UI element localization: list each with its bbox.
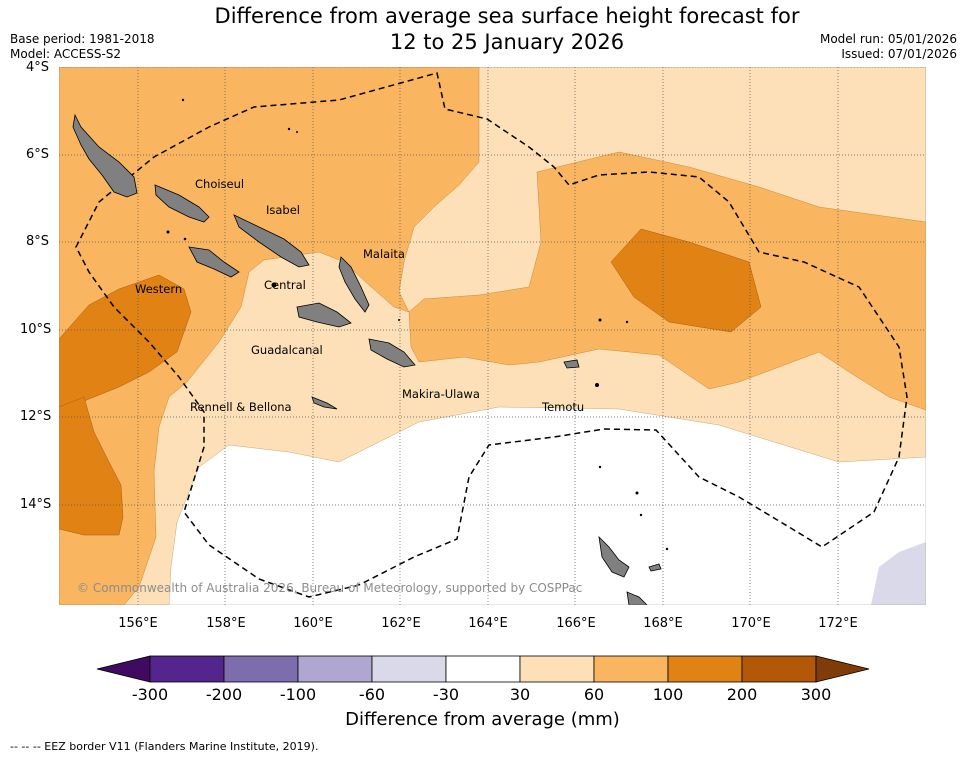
lat-tick-12s: 12°S bbox=[20, 409, 52, 424]
copyright-note: © Commonwealth of Australia 2026, Bureau… bbox=[77, 581, 582, 595]
colorbar-cell bbox=[223, 655, 299, 683]
meta-left: Base period: 1981-2018 Model: ACCESS-S2 bbox=[10, 32, 155, 62]
title-line-1: Difference from average sea surface heig… bbox=[214, 4, 800, 28]
lat-tick-14s: 14°S bbox=[20, 497, 52, 512]
lon-tick-158e: 158°E bbox=[206, 616, 246, 631]
lat-tick-8s: 8°S bbox=[26, 234, 50, 249]
cbar-label-10: 300 bbox=[800, 685, 832, 704]
cbar-label-1: -300 bbox=[131, 685, 169, 704]
lon-tick-164e: 164°E bbox=[468, 616, 508, 631]
label-central: Central bbox=[264, 278, 306, 292]
colorbar-extend-max bbox=[815, 655, 870, 683]
island-isabel bbox=[233, 214, 310, 268]
island-choiseul bbox=[154, 184, 210, 223]
cbar-label-3: -100 bbox=[279, 685, 317, 704]
cbar-label-6: 30 bbox=[509, 685, 531, 704]
island-bougainville bbox=[72, 113, 138, 198]
island-guadalcanal bbox=[296, 302, 352, 328]
colorbar-cell bbox=[297, 655, 373, 683]
land bbox=[72, 113, 662, 605]
colorbar-cell bbox=[445, 655, 521, 683]
lon-tick-168e: 168°E bbox=[643, 616, 683, 631]
base-period: Base period: 1981-2018 bbox=[10, 32, 155, 46]
lon-tick-156e: 156°E bbox=[118, 616, 158, 631]
meta-right: Model run: 05/01/2026 Issued: 07/01/2026 bbox=[820, 32, 957, 62]
lat-tick-10s: 10°S bbox=[20, 322, 52, 337]
island-rennell bbox=[311, 396, 338, 410]
colorbar-cell bbox=[741, 655, 817, 683]
label-makira: Makira-Ulawa bbox=[402, 387, 480, 401]
cbar-label-9: 200 bbox=[726, 685, 758, 704]
lon-tick-170e: 170°E bbox=[731, 616, 771, 631]
lon-tick-162e: 162°E bbox=[381, 616, 421, 631]
colorbar-cell bbox=[519, 655, 595, 683]
island-malakula bbox=[626, 591, 648, 605]
label-choiseul: Choiseul bbox=[195, 177, 244, 191]
lat-tick-6s: 6°S bbox=[26, 147, 50, 162]
island-small-1 bbox=[648, 563, 662, 572]
issued-date: Issued: 07/01/2026 bbox=[841, 47, 957, 61]
colorbar-cell bbox=[371, 655, 447, 683]
small-islets bbox=[166, 98, 669, 551]
lat-tick-4s: 4°S bbox=[26, 60, 50, 75]
eez-legend-note: -- -- -- EEZ border V11 (Flanders Marine… bbox=[10, 740, 319, 753]
cbar-label-2: -200 bbox=[205, 685, 243, 704]
lon-tick-166e: 166°E bbox=[556, 616, 596, 631]
model-run: Model run: 05/01/2026 bbox=[819, 32, 957, 46]
lon-tick-172e: 172°E bbox=[818, 616, 858, 631]
label-rennell: Rennell & Bellona bbox=[190, 400, 292, 414]
cbar-label-8: 100 bbox=[652, 685, 684, 704]
label-western: Western bbox=[135, 282, 182, 296]
model-name: Model: ACCESS-S2 bbox=[10, 47, 122, 61]
colorbar-extend-min bbox=[96, 655, 151, 683]
colorbar-cell bbox=[593, 655, 669, 683]
label-guadalcanal: Guadalcanal bbox=[251, 343, 323, 357]
colorbar-cell bbox=[149, 655, 225, 683]
lon-tick-160e: 160°E bbox=[293, 616, 333, 631]
chart-title: Difference from average sea surface heig… bbox=[150, 3, 864, 55]
colorbar-cell bbox=[667, 655, 743, 683]
island-santa-cruz bbox=[563, 359, 580, 369]
island-new-georgia bbox=[188, 246, 240, 278]
colorbar-cells bbox=[96, 655, 870, 683]
cbar-label-5: -30 bbox=[432, 685, 460, 704]
title-line-2: 12 to 25 January 2026 bbox=[389, 30, 625, 54]
island-espiritu-santo bbox=[598, 535, 630, 578]
forecast-map: Choiseul Isabel Malaita Western Central … bbox=[59, 67, 926, 605]
cbar-label-4: -60 bbox=[358, 685, 386, 704]
island-malaita bbox=[338, 256, 370, 313]
island-makira bbox=[368, 338, 416, 368]
cbar-label-7: 60 bbox=[583, 685, 605, 704]
anomaly-region-100-200-south bbox=[59, 396, 124, 536]
anomaly-region-100-200-east bbox=[610, 228, 762, 333]
colorbar-title: Difference from average (mm) bbox=[345, 709, 620, 730]
label-malaita: Malaita bbox=[363, 247, 405, 261]
colorbar bbox=[96, 655, 870, 683]
anomaly-region-neg30-60 bbox=[871, 542, 926, 605]
label-isabel: Isabel bbox=[266, 203, 300, 217]
label-temotu: Temotu bbox=[541, 400, 584, 414]
